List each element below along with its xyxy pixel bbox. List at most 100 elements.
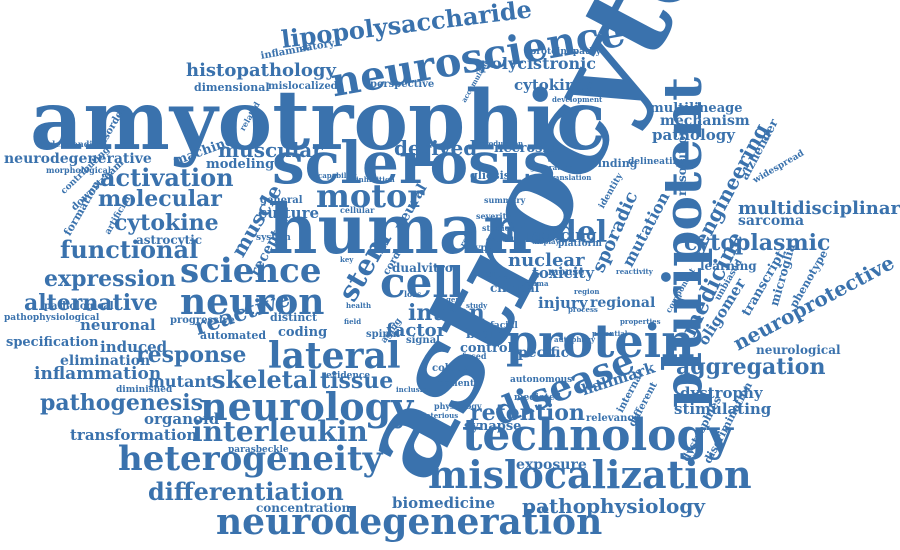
- word: summary: [484, 195, 526, 205]
- word: severity: [476, 211, 511, 221]
- word: properties: [620, 317, 661, 326]
- word: platform: [558, 239, 602, 249]
- word: factor: [386, 320, 447, 341]
- word: coding: [278, 325, 328, 340]
- word: study: [466, 301, 488, 310]
- word: control: [460, 341, 513, 356]
- word: toxicity: [532, 264, 595, 282]
- word: splicing: [530, 226, 597, 244]
- word: pathogenesis: [40, 390, 203, 416]
- word: dimensional: [194, 81, 270, 94]
- word: inclusion: [396, 385, 433, 394]
- word: amyotrophic: [30, 73, 607, 169]
- word: trauma: [520, 279, 549, 288]
- word: signal: [406, 335, 440, 346]
- word: multidisciplinary: [738, 198, 900, 219]
- word: loss: [404, 289, 422, 299]
- word: heterogeneity: [118, 439, 383, 479]
- word: induced: [100, 338, 168, 356]
- word: clinical: [490, 281, 540, 295]
- word: general: [260, 195, 303, 206]
- word: automated: [200, 329, 267, 342]
- word: histopathology: [186, 60, 336, 81]
- word: molecular: [98, 186, 222, 212]
- word: inhibition: [356, 175, 395, 184]
- word: cytokine: [114, 210, 219, 236]
- word: tissue: [320, 368, 394, 394]
- word: proteinopathy: [530, 47, 601, 57]
- word: morphological: [46, 165, 111, 175]
- word: cellular: [340, 205, 375, 215]
- word: interleukin: [192, 415, 368, 448]
- word: production: [480, 139, 524, 148]
- word: retention: [470, 400, 585, 426]
- word: mislocalized: [268, 81, 338, 92]
- word: pathology: [652, 126, 735, 144]
- word: stimulating: [674, 400, 772, 418]
- word: mediated: [514, 393, 561, 403]
- word: motor: [316, 177, 425, 215]
- word: necrosis: [494, 141, 555, 156]
- word: regional: [590, 295, 656, 311]
- word: capability: [318, 171, 357, 180]
- word: elimination: [60, 353, 151, 369]
- word: relevance: [586, 413, 640, 424]
- word: dualvitro: [392, 261, 453, 275]
- word: concentration: [256, 501, 351, 515]
- word: health: [346, 301, 372, 310]
- word: fused: [462, 351, 487, 361]
- word: distinct: [270, 311, 318, 324]
- word: intron: [408, 300, 485, 326]
- word: technology: [462, 410, 733, 461]
- word: neurodegenerative: [4, 151, 152, 167]
- word: system: [256, 233, 291, 243]
- word: development: [552, 95, 603, 104]
- word: functional: [60, 235, 199, 264]
- word: neurodegeneration: [216, 501, 603, 543]
- word: mouse: [548, 267, 585, 278]
- word: critical: [486, 235, 514, 244]
- word: cytoplasmic: [684, 230, 831, 256]
- word: culture: [258, 204, 320, 222]
- word: neurology: [200, 384, 414, 429]
- word: dystrophy: [680, 384, 763, 402]
- word: colony: [432, 363, 469, 374]
- word: key: [340, 255, 354, 264]
- word: modeling: [206, 157, 275, 172]
- word: patient: [438, 379, 475, 389]
- word: inflammation: [34, 364, 162, 384]
- word: spinal: [366, 329, 400, 340]
- word: neuron: [180, 281, 325, 323]
- word: expression: [44, 266, 176, 292]
- word: multilineage: [650, 101, 743, 116]
- word: binding: [590, 157, 638, 170]
- word: derived: [394, 136, 478, 160]
- word: sfpq: [486, 269, 510, 280]
- word: type: [470, 243, 494, 254]
- word: region: [574, 287, 600, 296]
- word: parasbeckle: [228, 445, 289, 455]
- word: pathological: [44, 301, 114, 312]
- word: gene: [446, 295, 465, 304]
- word: biomedicine: [392, 494, 496, 512]
- word: deleterious: [414, 411, 459, 420]
- word: specification: [6, 335, 99, 350]
- word: autonomous: [510, 375, 573, 385]
- word: mechanism: [660, 113, 750, 129]
- word: evidence: [326, 371, 371, 381]
- word: activation: [100, 163, 234, 192]
- word: brain: [466, 327, 505, 342]
- word: science: [180, 251, 322, 291]
- word: sclerosis: [272, 129, 556, 197]
- word: pathophysiology: [522, 494, 705, 518]
- word: sarcoma: [738, 213, 805, 229]
- word: cytokines: [514, 76, 594, 94]
- word: neuronal: [80, 316, 156, 334]
- word: facial: [490, 321, 518, 331]
- word: mislocalization: [428, 452, 752, 497]
- word: delineating: [628, 157, 686, 167]
- word: aggregation: [676, 354, 826, 380]
- word: mutant: [148, 372, 214, 391]
- word: transformation: [70, 426, 198, 444]
